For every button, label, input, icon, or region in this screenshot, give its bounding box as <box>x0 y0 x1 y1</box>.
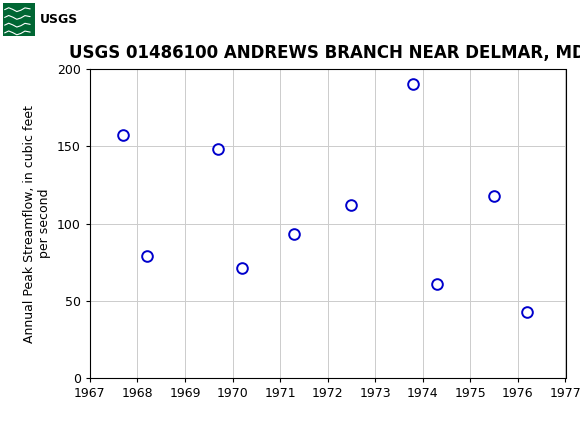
Point <box>118 132 128 139</box>
Point <box>409 81 418 88</box>
Point <box>290 231 299 238</box>
Point <box>433 280 442 287</box>
Bar <box>3 3 72 36</box>
Title: USGS 01486100 ANDREWS BRANCH NEAR DELMAR, MD: USGS 01486100 ANDREWS BRANCH NEAR DELMAR… <box>70 44 580 61</box>
Point <box>347 202 356 209</box>
Text: USGS: USGS <box>39 13 78 26</box>
Point <box>237 265 246 272</box>
Y-axis label: Annual Peak Streamflow, in cubic feet
per second: Annual Peak Streamflow, in cubic feet pe… <box>23 104 52 343</box>
Point <box>490 192 499 199</box>
Point <box>523 308 532 315</box>
Point <box>213 146 223 153</box>
Bar <box>3 3 35 36</box>
Point <box>142 253 151 260</box>
